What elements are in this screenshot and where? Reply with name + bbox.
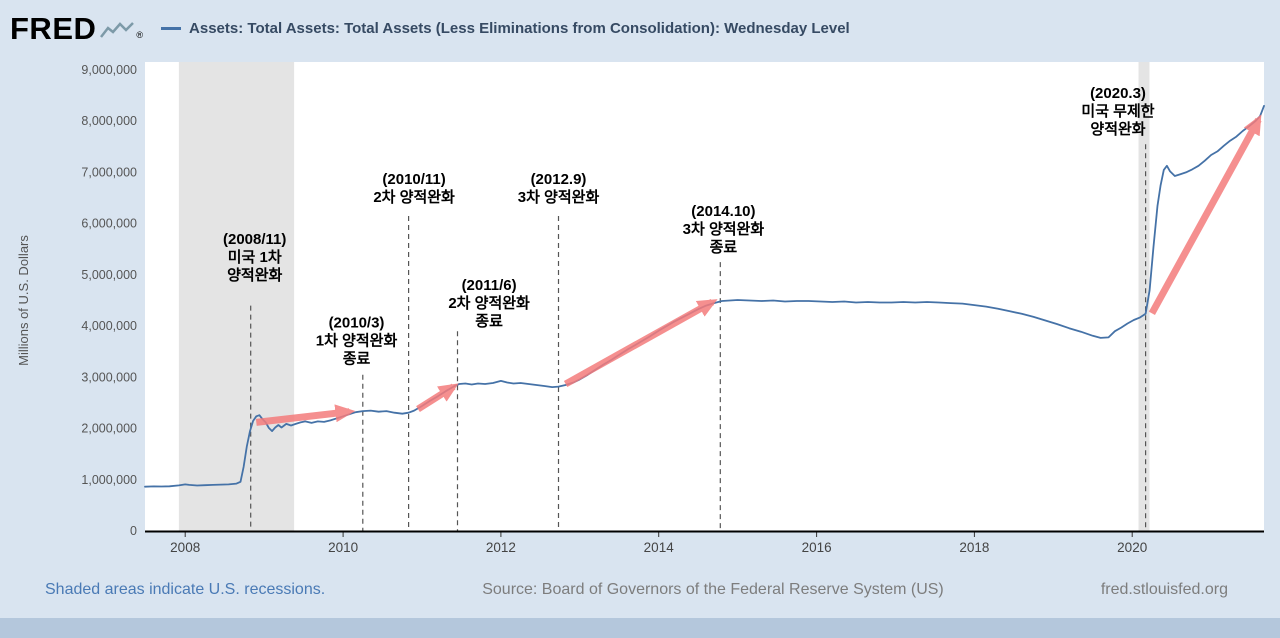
- y-axis-title: Millions of U.S. Dollars: [16, 235, 31, 366]
- x-tick-label: 2014: [644, 540, 675, 555]
- fred-logo[interactable]: FRED ®: [10, 13, 143, 44]
- annotation-text: 종료: [343, 351, 371, 368]
- qe-arrow: [416, 383, 459, 413]
- y-tick-label: 8,000,000: [81, 114, 137, 128]
- y-tick-label: 7,000,000: [81, 165, 137, 179]
- y-tick-label: 0: [130, 524, 137, 538]
- legend-line-swatch: [161, 26, 182, 30]
- series-title[interactable]: Assets: Total Assets: Total Assets (Less…: [189, 19, 850, 37]
- y-tick-label: 2,000,000: [81, 422, 137, 436]
- annotation-text: 종료: [710, 239, 738, 256]
- series-legend: Assets: Total Assets: Total Assets (Less…: [161, 20, 850, 37]
- recession-band: [1138, 62, 1150, 531]
- qe-arrow: [255, 404, 356, 426]
- registered-trademark-icon: ®: [136, 29, 144, 40]
- annotation-text: 미국 무제한: [1081, 103, 1154, 120]
- y-tick-label: 5,000,000: [81, 268, 137, 282]
- annotation-text: 미국 1차: [228, 249, 282, 266]
- fred-logo-text: FRED: [10, 10, 97, 46]
- y-tick-label: 4,000,000: [81, 319, 137, 333]
- y-tick-label: 9,000,000: [81, 63, 137, 77]
- annotation-text: 2차 양적완화: [373, 188, 455, 206]
- annotation-text: 1차 양적완화: [316, 332, 398, 350]
- fred-logo-squiggle-icon: [100, 22, 135, 38]
- fred-site-link[interactable]: fred.stlouisfed.org: [1100, 580, 1228, 598]
- annotation-text: (2020.3): [1090, 85, 1146, 102]
- header: FRED ® Assets: Total Assets: Total Asset…: [0, 0, 1280, 56]
- x-tick-label: 2020: [1117, 540, 1147, 555]
- chart-area: 0 1,000,000 2,000,000 3,000,000 4,000,000 5,0…: [0, 56, 1280, 561]
- chart-canvas: 0 1,000,000 2,000,000 3,000,000 4,000,000 5,0…: [16, 62, 1265, 555]
- source-text: Source: Board of Governors of the Federa…: [482, 580, 944, 598]
- annotation-text: (2010/3): [329, 315, 385, 332]
- annotation-text: (2012.9): [531, 171, 587, 188]
- annotation-text: 3차 양적완화: [518, 188, 600, 206]
- x-tick-label: 2016: [802, 540, 832, 555]
- annotation-text: (2008/11): [223, 231, 286, 248]
- annotation-text: 종료: [475, 313, 503, 330]
- y-tick-label: 6,000,000: [81, 217, 137, 231]
- qe-arrow: [563, 298, 718, 388]
- annotation-text: 양적완화: [227, 266, 282, 284]
- annotation-text: (2010/11): [382, 171, 445, 188]
- bottom-band: [0, 618, 1280, 638]
- x-tick-label: 2010: [328, 540, 358, 555]
- annotation-text: (2014.10): [691, 203, 755, 220]
- y-tick-label: 3,000,000: [81, 370, 137, 384]
- x-tick-label: 2008: [170, 540, 200, 555]
- annotation-text: (2011/6): [462, 277, 517, 294]
- y-tick-label: 1,000,000: [81, 473, 137, 487]
- footer: Shaded areas indicate U.S. recessions. S…: [0, 561, 1280, 618]
- x-tick-label: 2018: [959, 540, 989, 555]
- annotation-text: 3차 양적완화: [683, 220, 765, 238]
- plot-background: [145, 62, 1264, 531]
- recessions-note-link[interactable]: Shaded areas indicate U.S. recessions.: [45, 580, 326, 598]
- recession-band: [178, 62, 295, 531]
- qe-arrow: [1148, 114, 1262, 315]
- annotation-text: 양적완화: [1090, 120, 1145, 138]
- x-tick-label: 2012: [486, 540, 516, 555]
- annotation-text: 2차 양적완화: [448, 294, 530, 312]
